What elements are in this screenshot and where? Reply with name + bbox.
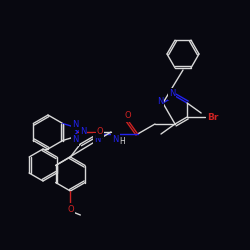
Text: N: N	[72, 120, 78, 128]
Text: O: O	[124, 112, 131, 120]
Text: N: N	[72, 136, 78, 144]
Text: O: O	[97, 128, 103, 136]
Text: N: N	[80, 128, 86, 136]
Text: N: N	[112, 134, 119, 143]
Text: O: O	[67, 204, 74, 214]
Text: N: N	[169, 90, 175, 98]
Text: Br: Br	[208, 112, 219, 122]
Text: N: N	[157, 96, 163, 106]
Text: H: H	[119, 138, 124, 146]
Text: N: N	[94, 134, 101, 143]
